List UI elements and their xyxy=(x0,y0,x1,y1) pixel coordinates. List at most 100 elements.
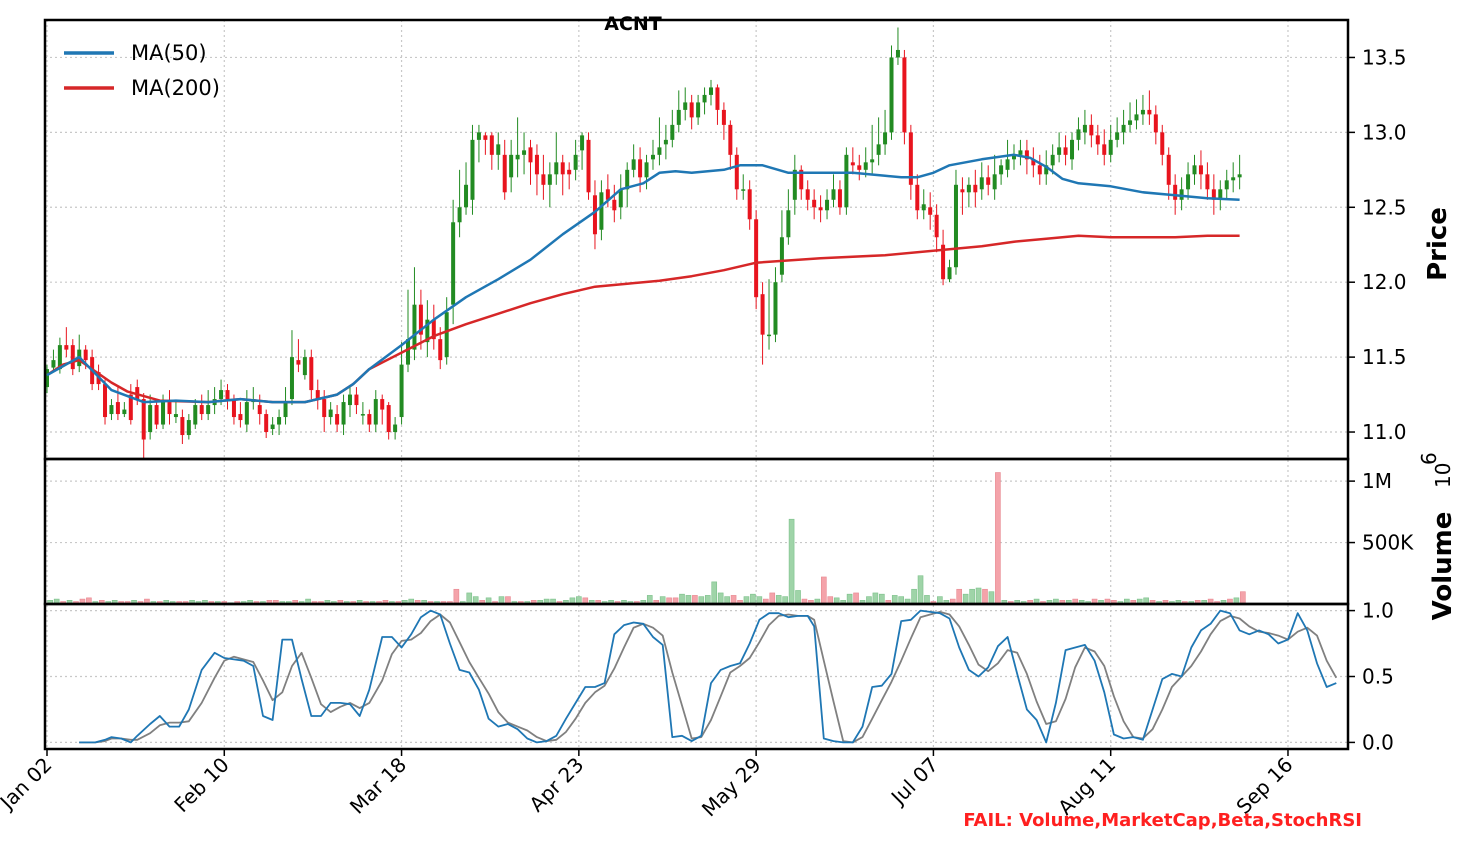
candle-body xyxy=(1128,120,1133,125)
candle-body xyxy=(1108,139,1113,155)
volume-bar xyxy=(956,588,963,605)
price-axis-label: Price xyxy=(1423,207,1453,281)
candle-body xyxy=(734,154,739,190)
candle-body xyxy=(663,139,668,145)
candle-body xyxy=(799,169,804,190)
candle-body xyxy=(1005,159,1010,170)
candle-body xyxy=(825,199,830,211)
candle-body xyxy=(51,360,56,368)
candle-body xyxy=(683,102,688,110)
candle-body xyxy=(406,339,411,365)
candle-body xyxy=(1160,132,1165,155)
candle-body xyxy=(502,154,507,193)
volume-bar xyxy=(769,592,776,605)
candle-body xyxy=(631,159,636,170)
candle-body xyxy=(573,154,578,170)
candle-body xyxy=(644,162,649,178)
candle-body xyxy=(728,124,733,155)
candle-body xyxy=(231,399,236,418)
candle-body xyxy=(921,204,926,211)
x-tick-label: Jan 02 xyxy=(0,753,57,816)
candle-body xyxy=(1205,174,1210,190)
candle-body xyxy=(831,189,836,200)
candle-body xyxy=(599,192,604,230)
candle-body xyxy=(618,189,623,208)
volume-bar xyxy=(646,595,653,605)
candle-body xyxy=(309,357,314,391)
x-tick-label: Feb 10 xyxy=(169,753,234,818)
candle-body xyxy=(418,304,423,335)
candle-body xyxy=(1218,189,1223,200)
candle-body xyxy=(1140,109,1145,115)
volume-bar xyxy=(995,472,1001,605)
stoch-k-line xyxy=(79,609,1337,744)
price-panel xyxy=(45,27,1242,459)
volume-axis-label: Volume xyxy=(1428,512,1458,621)
candle-body xyxy=(528,147,533,163)
candle-body xyxy=(805,189,810,200)
candle-body xyxy=(1198,165,1203,175)
candle-body xyxy=(1147,109,1152,115)
candle-body xyxy=(941,244,946,280)
volume-bar xyxy=(679,593,685,605)
candle-body xyxy=(792,169,797,200)
candle-body xyxy=(412,304,417,350)
candle-body xyxy=(1153,114,1158,133)
volume-bar xyxy=(975,587,982,605)
candle-body xyxy=(186,420,191,436)
candle-body xyxy=(554,162,559,175)
candle-body xyxy=(199,405,204,415)
ma200-line xyxy=(46,234,1240,404)
candle-body xyxy=(483,135,488,140)
candle-body xyxy=(960,189,965,193)
stoch-y-tick-label: 1.0 xyxy=(1362,599,1394,623)
candle-body xyxy=(341,402,346,425)
candle-body xyxy=(1050,154,1055,166)
x-tick-label: Mar 18 xyxy=(345,753,411,819)
candle-body xyxy=(638,159,643,178)
candle-body xyxy=(915,184,920,211)
candle-body xyxy=(57,345,62,370)
candle-body xyxy=(760,294,765,335)
candle-body xyxy=(1095,135,1100,145)
volume-bar xyxy=(891,595,898,605)
candle-body xyxy=(1082,124,1087,133)
candle-body xyxy=(715,87,720,110)
candle-body xyxy=(1037,165,1042,175)
volume-bar xyxy=(872,592,879,605)
fail-annotation: FAIL: Volume,MarketCap,Beta,StochRSI xyxy=(963,810,1362,831)
candle-body xyxy=(386,405,391,433)
volume-bar xyxy=(704,595,711,605)
candle-body xyxy=(373,399,378,425)
candle-body xyxy=(895,49,900,58)
candle-body xyxy=(547,174,552,185)
candle-body xyxy=(464,184,469,208)
volume-bar xyxy=(692,595,698,605)
volume-bar xyxy=(821,576,827,605)
legend: MA(50) MA(200) xyxy=(64,41,220,100)
candle-body xyxy=(812,199,817,208)
ma50-line xyxy=(46,153,1240,404)
candle-body xyxy=(857,165,862,170)
candle-body xyxy=(1089,124,1094,136)
candle-body xyxy=(367,414,372,425)
volume-bar xyxy=(962,593,969,605)
candle-body xyxy=(1186,174,1191,190)
volume-bar xyxy=(911,588,917,605)
candle-body xyxy=(657,147,662,155)
candle-body xyxy=(992,174,997,190)
candle-body xyxy=(1192,165,1197,175)
candle-body xyxy=(141,399,146,440)
candle-body xyxy=(128,394,133,421)
stoch-y-tick-label: 0.5 xyxy=(1362,665,1394,689)
candle-body xyxy=(605,189,610,200)
volume-y-tick-label: 1M xyxy=(1362,469,1392,493)
candle-body xyxy=(193,405,198,425)
x-tick-label: May 29 xyxy=(697,753,766,822)
volume-bar xyxy=(750,593,756,605)
candle-body xyxy=(515,154,520,160)
candle-body xyxy=(850,162,855,166)
volume-bar xyxy=(846,593,853,605)
candle-body xyxy=(264,414,269,433)
candle-body xyxy=(818,207,823,211)
